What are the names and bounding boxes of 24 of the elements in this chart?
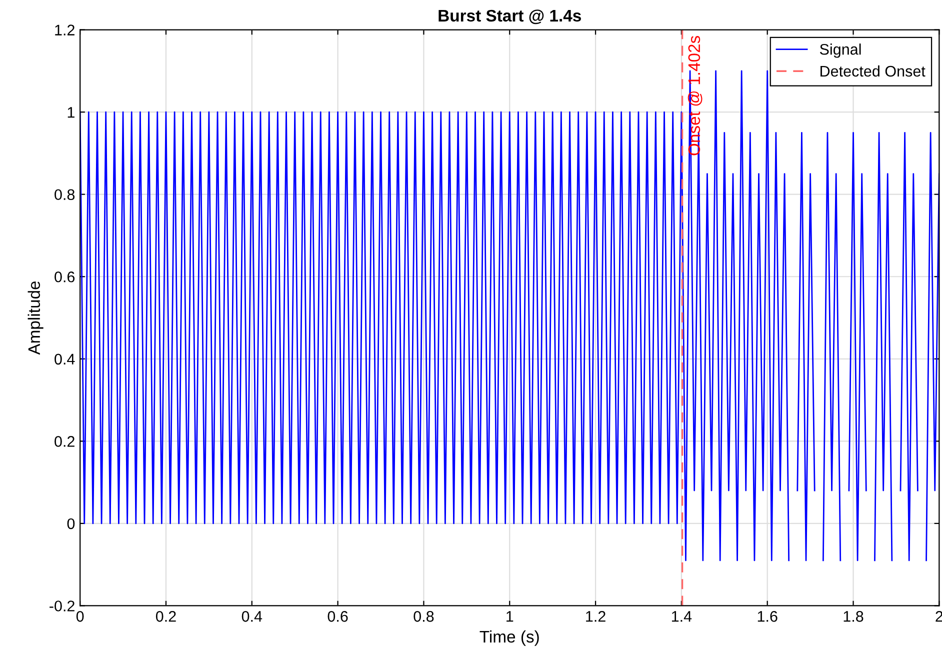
x-tick-label: 0.6 bbox=[328, 610, 348, 622]
annotation: Onset @ 1.402s bbox=[688, 36, 702, 156]
x-tick-label: 1 bbox=[506, 611, 514, 622]
chart-title: Burst Start @ 1.4s bbox=[438, 10, 581, 24]
y-tick-label: 0.8 bbox=[54, 189, 75, 200]
y-tick-label: 0.4 bbox=[54, 354, 75, 365]
y-tick-label: -0.2 bbox=[50, 600, 74, 612]
y-tick-label: 0.6 bbox=[54, 271, 75, 282]
x-tick-label: 1.4 bbox=[672, 611, 692, 622]
y-tick-label: 1.2 bbox=[55, 24, 74, 36]
x-tick-label: 0.8 bbox=[414, 610, 434, 622]
y-tick-label: 0 bbox=[67, 518, 75, 530]
x-tick-label: 1.2 bbox=[586, 610, 606, 622]
y-tick-label: 1 bbox=[68, 107, 74, 118]
x-tick-label: 0.4 bbox=[242, 610, 262, 622]
x-tick-label: 1.8 bbox=[844, 610, 864, 622]
x-axis-title: Time (s) bbox=[480, 630, 539, 646]
y-tick-label: 0.2 bbox=[54, 436, 74, 447]
y-axis-title: Amplitude bbox=[28, 281, 44, 355]
legend-label: Signal bbox=[820, 44, 861, 58]
x-tick-label: 0 bbox=[76, 610, 84, 622]
x-tick-label: 1.6 bbox=[758, 610, 778, 622]
x-tick-label: 0.2 bbox=[156, 610, 176, 622]
legend-label: Detected Onset bbox=[820, 65, 926, 77]
